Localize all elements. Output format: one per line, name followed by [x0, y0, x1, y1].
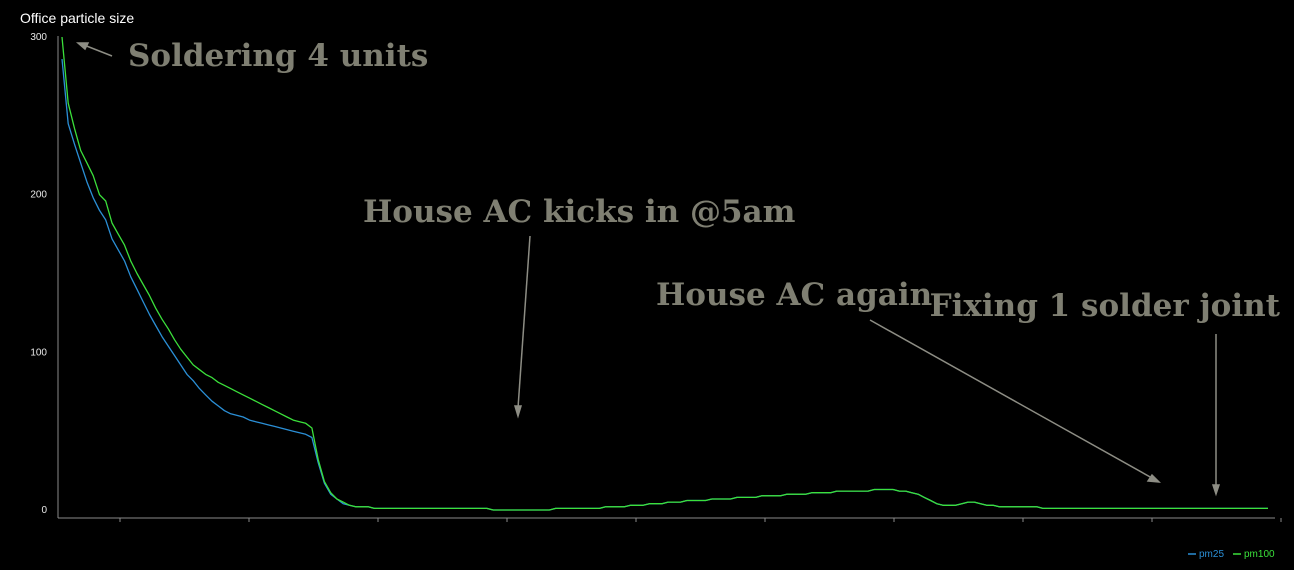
- annotation-fixing-joint: Fixing 1 solder joint: [930, 288, 1281, 324]
- annotations: [75, 42, 1221, 497]
- y-tick-label: 200: [30, 190, 47, 201]
- y-tick-label: 0: [41, 505, 47, 516]
- chart-title: Office particle size: [20, 10, 134, 26]
- x-tick-marks: [119, 518, 1282, 522]
- annotation-house-ac-again: House AC again: [656, 277, 932, 313]
- series-line-pm100: [61, 36, 1268, 511]
- legend-label-pm25: pm25: [1199, 549, 1224, 560]
- legend: pm25 pm100: [1188, 549, 1275, 560]
- annotation-house-ac-5am: House AC kicks in @5am: [363, 194, 796, 230]
- y-tick-label: 300: [30, 32, 47, 43]
- legend-label-pm100: pm100: [1244, 549, 1275, 560]
- y-tick-label: 100: [30, 347, 47, 358]
- series-layer: [61, 36, 1268, 511]
- y-tick-labels: 0 100 200 300: [30, 32, 47, 516]
- annotation-soldering: Soldering 4 units: [128, 38, 428, 74]
